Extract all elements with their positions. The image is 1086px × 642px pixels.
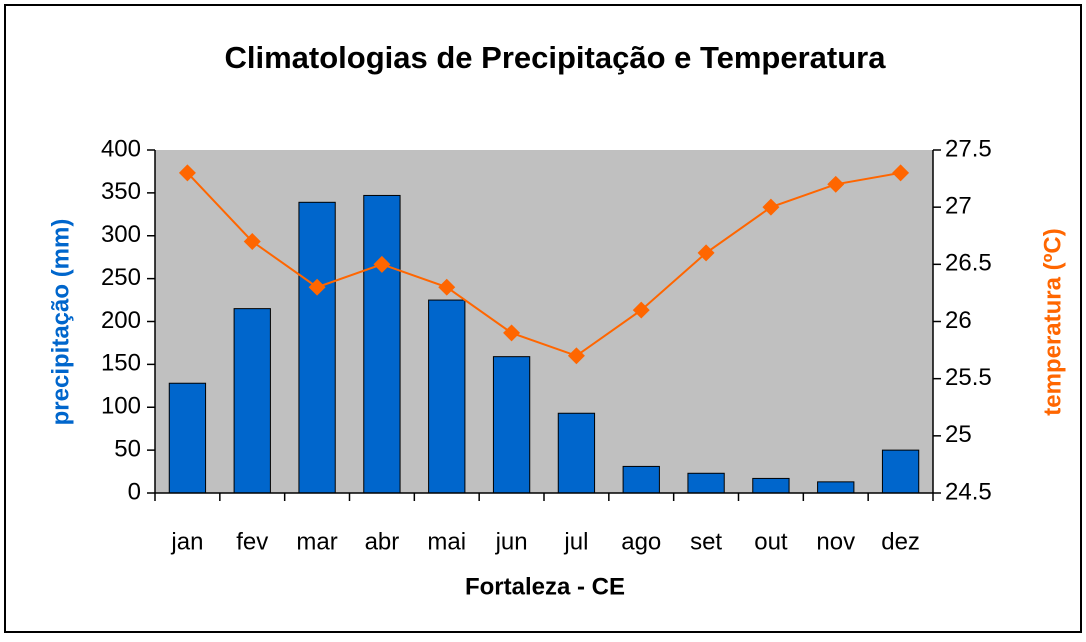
x-tick-label: mai (427, 528, 466, 555)
temperature-marker (503, 324, 521, 342)
x-tick-label: jun (495, 528, 528, 555)
y2-tick-label: 25.5 (945, 364, 992, 391)
x-tick-label: jul (563, 528, 588, 555)
y-tick-label: 400 (101, 135, 141, 162)
x-axis-title: Fortaleza - CE (465, 573, 625, 600)
temperature-marker (373, 255, 391, 273)
temperature-marker (762, 198, 780, 216)
temperature-marker (567, 347, 585, 365)
y-axis-title: precipitação (mm) (47, 219, 74, 426)
y2-tick-label: 24.5 (945, 478, 992, 505)
x-tick-label: dez (881, 528, 920, 555)
y-tick-label: 200 (101, 307, 141, 334)
bar (881, 449, 920, 494)
bar (622, 465, 660, 494)
y2-tick-label: 27 (945, 193, 972, 220)
y-tick-label: 150 (101, 350, 141, 377)
y-tick-label: 350 (101, 178, 141, 205)
bar (298, 201, 336, 494)
x-tick-label: mar (296, 528, 337, 555)
y-tick-label: 50 (114, 435, 141, 462)
bar (363, 194, 401, 494)
bar (168, 382, 207, 494)
temperature-marker (308, 278, 326, 296)
y-tick-label: 300 (101, 221, 141, 248)
x-tick-label: set (690, 528, 722, 555)
x-tick-label: jan (170, 528, 203, 555)
temperature-marker (243, 232, 261, 250)
y2-axis-title: temperatura (ºC) (1039, 228, 1066, 415)
y-tick-label: 250 (101, 264, 141, 291)
y2-tick-label: 26.5 (945, 250, 992, 277)
bar (557, 412, 596, 494)
temperature-marker (827, 175, 845, 193)
x-tick-label: ago (621, 528, 661, 555)
bar (492, 356, 531, 494)
x-tick-label: fev (236, 528, 268, 555)
temperature-line (186, 171, 901, 357)
temperature-marker (892, 164, 910, 182)
y2-tick-label: 25 (945, 421, 972, 448)
temperature-marker (697, 244, 715, 262)
y-tick-label: 0 (128, 478, 141, 505)
temperature-marker (178, 164, 196, 182)
bar (752, 477, 790, 494)
y2-tick-label: 26 (945, 307, 972, 334)
bar (233, 308, 271, 494)
chart-title: Climatologias de Precipitação e Temperat… (225, 40, 887, 75)
bar (817, 481, 855, 494)
x-tick-label: abr (365, 528, 400, 555)
bar (687, 472, 725, 494)
plot-area (155, 150, 933, 493)
y2-tick-label: 27.5 (945, 135, 992, 162)
bar (428, 299, 466, 494)
x-tick-label: nov (816, 528, 855, 555)
x-tick-label: out (754, 528, 788, 555)
temperature-marker (632, 301, 650, 319)
temperature-marker (438, 278, 456, 296)
y-tick-label: 100 (101, 393, 141, 420)
